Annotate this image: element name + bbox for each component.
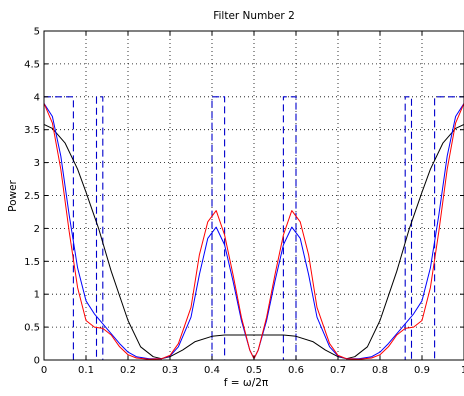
x-tick-label: 0.1 (78, 365, 94, 376)
axis-ticks: 0 0.1 0.2 0.3 0.4 0.5 0.6 0.7 0.8 0.9 1 0 0.5 1 1.5 2 2.… (24, 27, 464, 376)
y-tick-label: 4 (34, 92, 40, 103)
y-tick-label: 2 (34, 224, 40, 235)
x-tick-label: 0.7 (330, 365, 346, 376)
x-tick-label: 0.5 (246, 365, 262, 376)
y-axis-label: Power (7, 179, 19, 211)
y-tick-label: 3.5 (24, 125, 40, 136)
x-tick-label: 1 (461, 365, 464, 376)
y-tick-label: 1 (34, 290, 40, 301)
x-tick-label: 0.3 (162, 365, 178, 376)
x-tick-label: 0.2 (120, 365, 136, 376)
series-line-2 (44, 123, 464, 360)
y-tick-label: 1.5 (24, 257, 40, 268)
y-tick-label: 0.5 (24, 323, 40, 334)
x-tick-label: 0.4 (204, 365, 220, 376)
x-tick-label: 0.8 (372, 365, 388, 376)
y-tick-label: 2.5 (24, 191, 40, 202)
x-axis-label: f = ω/2π (224, 377, 269, 389)
x-tick-label: 0.9 (414, 365, 430, 376)
y-tick-label: 0 (34, 356, 40, 367)
y-tick-label: 3 (34, 158, 40, 169)
y-tick-label: 5 (34, 27, 40, 38)
chart-title: Filter Number 2 (213, 10, 295, 22)
x-tick-label: 0.6 (288, 365, 304, 376)
x-tick-label: 0 (41, 365, 47, 376)
y-tick-label: 4.5 (24, 59, 40, 70)
